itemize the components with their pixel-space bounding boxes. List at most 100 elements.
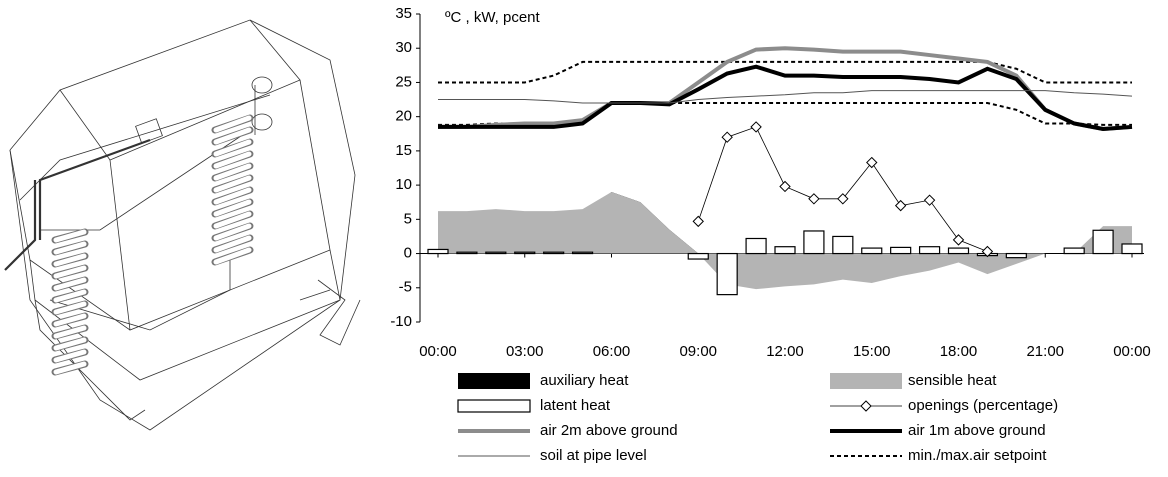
pipe [213,151,252,169]
pipe [53,313,87,327]
pipe [213,199,252,217]
bar [774,246,796,255]
marker [837,193,849,205]
pipe [213,247,252,265]
pipe [53,289,87,303]
bar [485,251,507,255]
legend-item: auxiliary heat [458,372,629,389]
legend-item: openings (percentage) [830,397,1058,414]
legend-swatch [458,373,530,389]
y-tick-label: 15 [395,142,412,159]
pipe [53,301,87,315]
bar [861,247,883,255]
pipe [53,229,87,243]
legend-item: sensible heat [830,372,997,389]
marker [894,199,907,212]
pipe [53,361,87,375]
marker [952,234,965,246]
legend-label: soil at pipe level [540,447,647,464]
legend-marker [860,400,872,412]
line [438,90,1133,104]
x-tick-label: 00:00 [1113,343,1151,360]
marker [750,121,762,133]
greenhouse-drawing [4,19,361,431]
pipe [53,265,87,279]
line [438,60,1132,84]
pipe [213,163,252,181]
bar [1121,243,1143,255]
x-tick-label: 09:00 [679,343,717,360]
legend-item: soil at pipe level [458,447,647,464]
marker [981,245,994,258]
marker [866,156,878,169]
legend-item: air 1m above ground [830,422,1046,439]
pipe [213,115,252,133]
pipe [213,235,252,253]
bar [890,246,912,255]
legend-item: latent heat [457,397,611,414]
y-tick-label: 35 [395,5,412,22]
legend-swatch [457,399,531,413]
pipe [213,187,252,205]
legend-label: openings (percentage) [908,397,1058,414]
legend-label: sensible heat [908,372,997,389]
bar [571,251,594,255]
line [438,46,1133,132]
legend-label: air 1m above ground [908,422,1046,439]
x-tick-label: 06:00 [593,343,631,360]
pipe [53,325,87,339]
legend-swatch [830,373,902,389]
bar [1005,252,1027,259]
x-tick-label: 15:00 [853,343,891,360]
bar [427,248,449,255]
x-tick-label: 00:00 [419,343,457,360]
x-tick-label: 21:00 [1026,343,1064,360]
y-tick-label: 0 [404,245,412,262]
pipe [213,139,252,157]
marker [808,193,820,205]
pipe [53,337,87,351]
y-tick-label: 5 [404,210,412,227]
bar [716,252,738,296]
legend-label: air 2m above ground [540,422,678,439]
marker [779,180,791,193]
marker [721,131,733,143]
bar [514,251,536,255]
pipe [213,175,252,193]
y-axis-label: ºC , kW, pcent [445,9,541,26]
bar [1063,247,1085,255]
pipe [53,241,87,255]
y-tick-label: 20 [395,108,412,125]
y-tick-label: -10 [390,313,412,330]
legend-label: latent heat [540,397,611,414]
y-tick-label: -5 [399,279,412,296]
y-tick-label: 25 [395,73,412,90]
bar [745,237,767,255]
legend-label: min./max.air setpoint [908,447,1047,464]
legend-label: auxiliary heat [540,372,629,389]
pipe [53,253,87,267]
line [438,64,1133,132]
marker [923,194,936,206]
line [697,126,988,252]
bar [832,235,854,255]
bar [918,246,941,255]
bar [1092,229,1114,255]
x-tick-label: 03:00 [506,343,544,360]
pipe [53,349,87,363]
pipe [213,223,252,241]
y-tick-label: 30 [395,39,412,56]
bar [947,247,970,255]
y-tick-label: 10 [395,176,412,193]
legend-item: min./max.air setpoint [830,447,1047,464]
bar [543,251,565,255]
pipe [213,211,252,229]
pipe [53,277,87,291]
legend-item: air 2m above ground [458,422,678,439]
marker [692,215,704,228]
x-tick-label: 18:00 [940,343,978,360]
bar [687,252,709,260]
bar [456,251,478,255]
area [438,191,1132,290]
